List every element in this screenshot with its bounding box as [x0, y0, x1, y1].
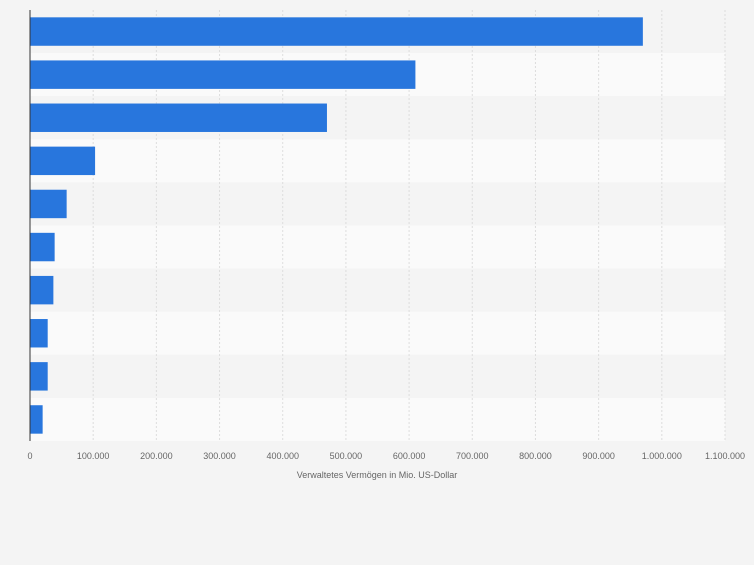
x-tick-label: 200.000: [140, 451, 173, 461]
bar-1[interactable]: [30, 17, 643, 46]
bar-7[interactable]: [30, 275, 54, 305]
bar-5[interactable]: [30, 189, 67, 219]
row-band: [30, 139, 725, 183]
x-axis-label: Verwaltetes Vermögen in Mio. US-Dollar: [297, 470, 458, 480]
bars: [30, 17, 643, 434]
x-tick-label: 800.000: [519, 451, 552, 461]
x-tick-label: 100.000: [77, 451, 110, 461]
row-band: [30, 311, 725, 355]
row-bands: [30, 10, 725, 441]
x-tick-label: 900.000: [582, 451, 615, 461]
row-band: [30, 268, 725, 312]
row-band: [30, 182, 725, 226]
x-tick-label: 1.100.000: [705, 451, 745, 461]
row-band: [30, 397, 725, 441]
x-tick-label: 300.000: [203, 451, 236, 461]
bar-6[interactable]: [30, 232, 55, 262]
bar-3[interactable]: [30, 103, 327, 132]
bar-8[interactable]: [30, 319, 48, 348]
x-tick-labels: 0 100.000 200.000 300.000 400.000 500.000 600.…: [27, 451, 745, 461]
x-tick-label: 400.000: [266, 451, 299, 461]
x-tick-label: 700.000: [456, 451, 489, 461]
x-tick-label: 500.000: [330, 451, 363, 461]
x-tick-label: 0: [27, 451, 32, 461]
x-tick-label: 600.000: [393, 451, 426, 461]
bar-2[interactable]: [30, 60, 416, 89]
bar-4[interactable]: [30, 146, 96, 176]
x-tick-label: 1.000.000: [642, 451, 682, 461]
bar-9[interactable]: [30, 362, 48, 391]
row-band: [30, 354, 725, 398]
row-band: [30, 225, 725, 269]
bar-10[interactable]: [30, 405, 43, 434]
